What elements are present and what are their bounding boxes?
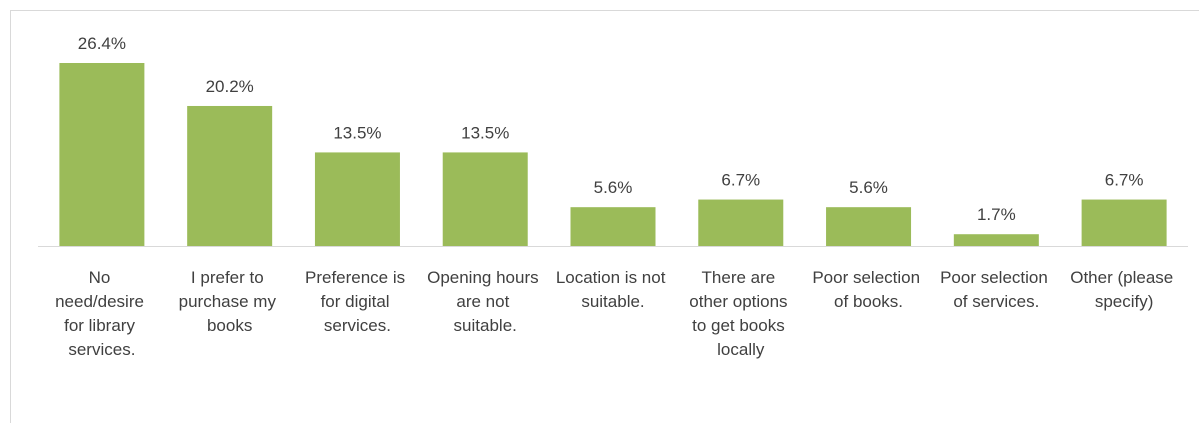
data-label: 6.7% — [721, 171, 760, 190]
bar — [187, 105, 273, 247]
x-tick-label: I prefer to purchase my books — [179, 268, 281, 335]
bar — [1081, 199, 1167, 246]
x-tick-label: Preference is for digital services. — [305, 268, 410, 335]
bar — [442, 152, 528, 246]
data-label: 1.7% — [977, 205, 1016, 224]
data-label: 6.7% — [1105, 171, 1144, 190]
x-tick-label: Poor selection of books. — [812, 268, 924, 311]
x-tick-label: Other (please specify) — [1070, 268, 1178, 311]
x-tick-label: Poor selection of services. — [940, 268, 1052, 311]
bar — [953, 234, 1039, 246]
bar — [826, 207, 912, 246]
data-label: 13.5% — [461, 123, 509, 142]
bar — [314, 152, 400, 246]
bar — [570, 207, 656, 246]
x-tick-label: Opening hours are not suitable. — [427, 268, 543, 335]
chart-border — [10, 10, 1199, 423]
data-label: 5.6% — [849, 178, 888, 197]
x-tick-label: There are other options to get books loc… — [689, 268, 792, 359]
bar — [698, 199, 784, 246]
data-label: 26.4% — [78, 34, 126, 53]
data-label: 5.6% — [594, 178, 633, 197]
data-label: 20.2% — [206, 77, 254, 96]
x-tick-label: Location is not suitable. — [556, 268, 670, 311]
bar — [59, 63, 145, 246]
x-tick-label: No need/desire for library services. — [55, 268, 149, 359]
data-label: 13.5% — [333, 123, 381, 142]
